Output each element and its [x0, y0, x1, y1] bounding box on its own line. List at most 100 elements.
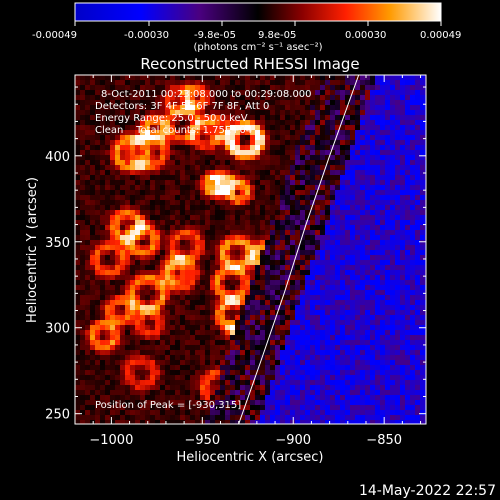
heatmap-cell: [215, 325, 221, 331]
heatmap-cell: [370, 390, 376, 396]
heatmap-cell: [75, 185, 81, 191]
heatmap-cell: [175, 200, 181, 206]
heatmap-cell: [400, 220, 406, 226]
heatmap-cell: [260, 415, 266, 421]
heatmap-cell: [205, 125, 211, 131]
heatmap-cell: [155, 190, 161, 196]
heatmap-cell: [405, 120, 411, 126]
heatmap-cell: [80, 195, 86, 201]
heatmap-cell: [330, 345, 336, 351]
heatmap-cell: [340, 320, 346, 326]
heatmap-cell: [85, 225, 91, 231]
heatmap-cell: [405, 255, 411, 261]
heatmap-cell: [90, 80, 96, 86]
heatmap-cell: [95, 75, 101, 81]
heatmap-cell: [110, 325, 116, 331]
heatmap-cell: [390, 270, 396, 276]
heatmap-cell: [360, 270, 366, 276]
heatmap-cell: [395, 270, 401, 276]
heatmap-cell: [305, 290, 311, 296]
heatmap-cell: [375, 145, 381, 151]
heatmap-cell: [370, 255, 376, 261]
heatmap-cell: [150, 305, 156, 311]
heatmap-cell: [140, 80, 146, 86]
heatmap-cell: [330, 245, 336, 251]
heatmap-cell: [165, 275, 171, 281]
heatmap-cell: [290, 160, 296, 166]
heatmap-cell: [220, 145, 226, 151]
heatmap-cell: [300, 280, 306, 286]
heatmap-cell: [340, 215, 346, 221]
heatmap-cell: [100, 225, 106, 231]
heatmap-cell: [165, 310, 171, 316]
heatmap-cell: [255, 370, 261, 376]
heatmap-cell: [260, 310, 266, 316]
heatmap-cell: [195, 365, 201, 371]
heatmap-cell: [345, 280, 351, 286]
heatmap-cell: [95, 410, 101, 416]
heatmap-cell: [240, 325, 246, 331]
heatmap-cell: [230, 235, 236, 241]
heatmap-cell: [245, 170, 251, 176]
heatmap-cell: [405, 330, 411, 336]
heatmap-cell: [150, 235, 156, 241]
heatmap-cell: [95, 190, 101, 196]
heatmap-cell: [385, 255, 391, 261]
heatmap-cell: [85, 380, 91, 386]
heatmap-cell: [265, 165, 271, 171]
heatmap-cell: [410, 340, 416, 346]
heatmap-cell: [170, 145, 176, 151]
heatmap-cell: [395, 285, 401, 291]
heatmap-cell: [220, 300, 226, 306]
heatmap-cell: [295, 140, 301, 146]
heatmap-cell: [120, 115, 126, 121]
heatmap-cell: [355, 325, 361, 331]
heatmap-cell: [155, 380, 161, 386]
heatmap-cell: [85, 335, 91, 341]
heatmap-cell: [405, 310, 411, 316]
heatmap-cell: [325, 420, 331, 424]
heatmap-cell: [345, 265, 351, 271]
plot-frame: [74, 74, 427, 425]
heatmap-cell: [405, 215, 411, 221]
heatmap-cell: [255, 330, 261, 336]
heatmap-cell: [110, 165, 116, 171]
heatmap-cell: [415, 330, 421, 336]
heatmap-cell: [185, 140, 191, 146]
heatmap-cell: [310, 130, 316, 136]
heatmap-cell: [320, 330, 326, 336]
heatmap-cell: [205, 75, 211, 81]
heatmap-cell: [315, 140, 321, 146]
heatmap-cell: [385, 270, 391, 276]
heatmap-cell: [240, 150, 246, 156]
heatmap-cell: [90, 410, 96, 416]
heatmap-cell: [130, 265, 136, 271]
heatmap-cell: [370, 295, 376, 301]
heatmap-cell: [250, 220, 256, 226]
heatmap-cell: [85, 215, 91, 221]
heatmap-cell: [245, 120, 251, 126]
heatmap-cell: [190, 155, 196, 161]
heatmap-cell: [75, 150, 81, 156]
heatmap-cell: [185, 270, 191, 276]
heatmap-cell: [150, 180, 156, 186]
heatmap-cell: [240, 415, 246, 421]
heatmap-cell: [360, 305, 366, 311]
heatmap-cell: [410, 225, 416, 231]
heatmap-cell: [245, 130, 251, 136]
heatmap-cell: [275, 220, 281, 226]
heatmap-cell: [380, 360, 386, 366]
heatmap-cell: [360, 330, 366, 336]
heatmap-cell: [290, 145, 296, 151]
heatmap-cell: [85, 240, 91, 246]
heatmap-cell: [90, 365, 96, 371]
heatmap-cell: [165, 270, 171, 276]
heatmap-cell: [180, 415, 186, 421]
heatmap-cell: [145, 165, 151, 171]
heatmap-cell: [320, 180, 326, 186]
heatmap-cell: [335, 280, 341, 286]
heatmap-cell: [340, 405, 346, 411]
heatmap-cell: [350, 155, 356, 161]
heatmap-cell: [315, 395, 321, 401]
heatmap-cell: [290, 415, 296, 421]
